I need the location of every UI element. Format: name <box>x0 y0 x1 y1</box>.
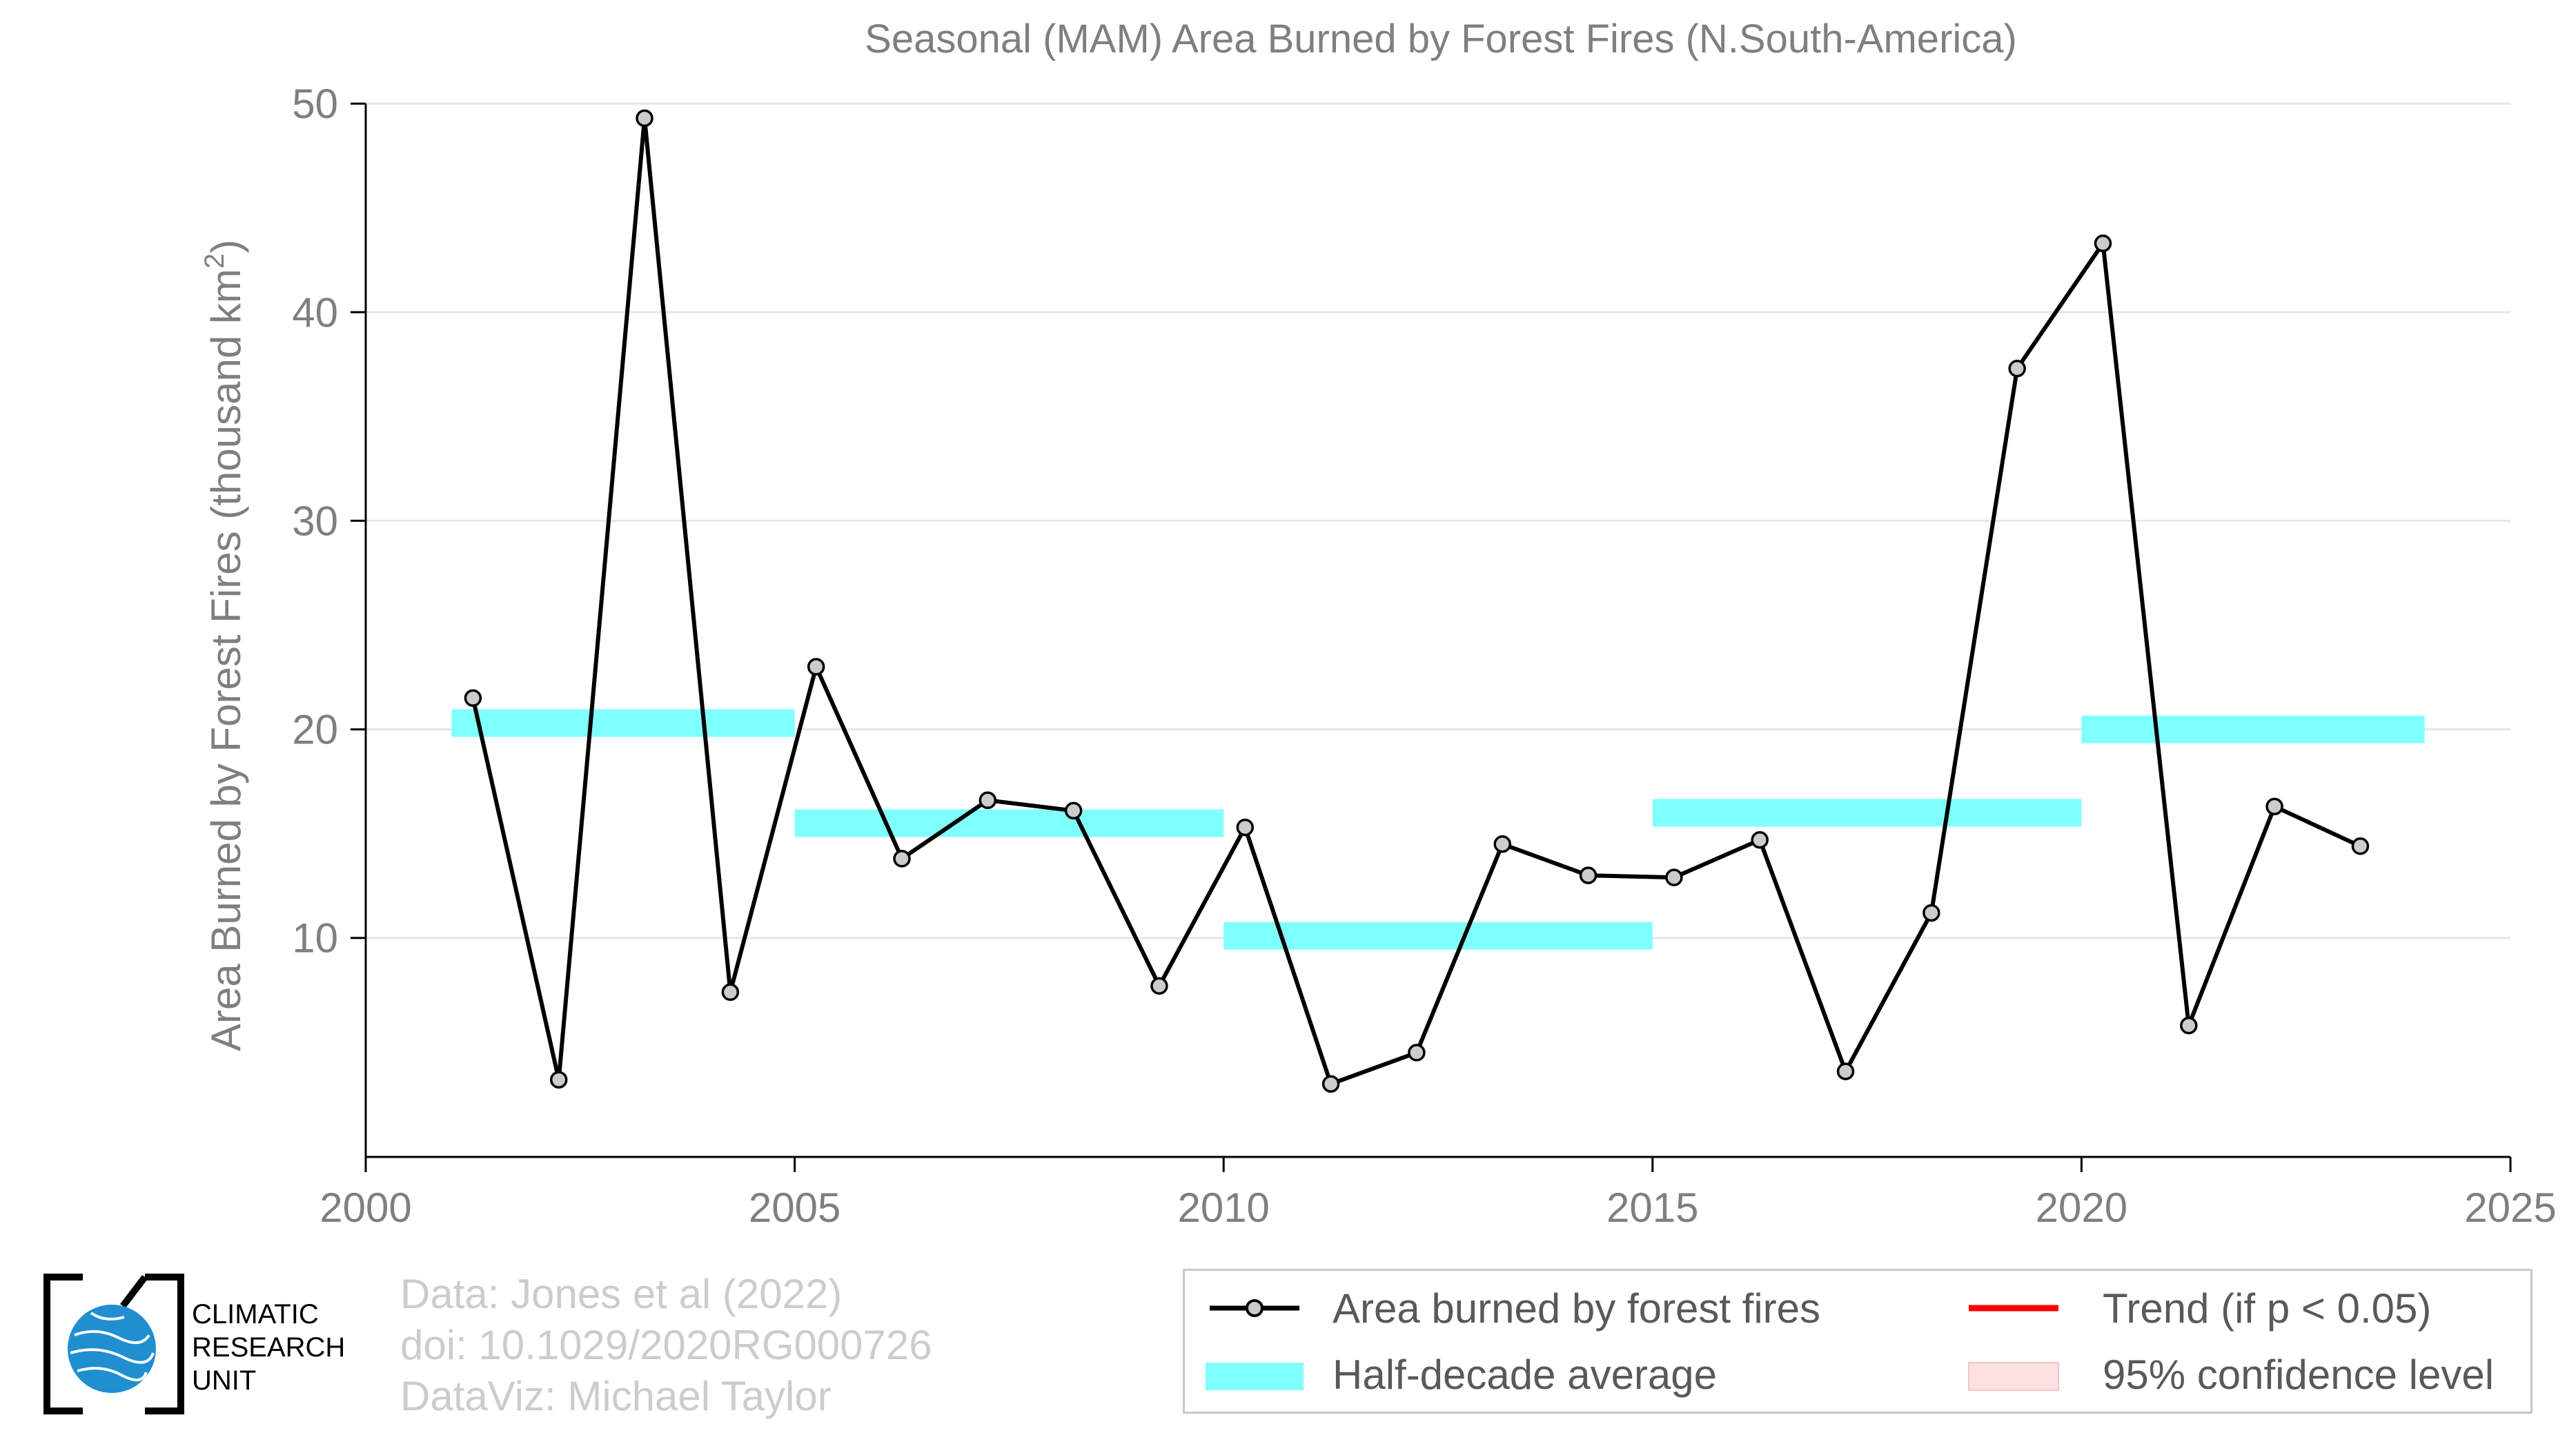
grid-lines <box>366 102 2510 939</box>
data-point-9 <box>1236 818 1255 837</box>
y-tick-label-40: 40 <box>292 289 338 335</box>
half-decade-bar-2 <box>1223 922 1653 950</box>
data-point-15 <box>1751 830 1769 849</box>
data-point-22 <box>2351 837 2370 855</box>
legend-label-trend: Trend (if p < 0.05) <box>2103 1285 2432 1332</box>
y-tick-label-20: 20 <box>292 707 338 753</box>
y-axis-label-text: Area Burned by Forest Fires (thousand km <box>203 269 249 1051</box>
data-point-0 <box>464 689 482 708</box>
half-decade-bar-0 <box>451 709 795 737</box>
legend-line-marker-icon <box>1210 1299 1299 1317</box>
globe-logo-icon <box>43 1274 184 1414</box>
logo-text: CLIMATIC RESEARCH UNIT <box>192 1298 345 1397</box>
cru-logo: CLIMATIC RESEARCH UNIT <box>41 1272 386 1416</box>
data-point-14 <box>1665 868 1683 886</box>
series-area-burned <box>464 109 2370 1093</box>
legend-trend-line-icon <box>1969 1305 2058 1312</box>
legend-label-confidence: 95% confidence level <box>2103 1352 2495 1398</box>
data-point-12 <box>1493 835 1511 853</box>
y-tick-label-10: 10 <box>292 915 338 962</box>
half-decade-average-bars <box>451 709 2425 950</box>
y-tick-label-50: 50 <box>292 81 338 127</box>
x-tick-label-2020: 2020 <box>2036 1185 2127 1231</box>
y-tick-labels: 10 20 30 40 50 <box>292 81 338 962</box>
data-point-19 <box>2094 234 2112 253</box>
data-point-3 <box>721 983 740 1002</box>
legend-half-decade-swatch-icon <box>1206 1363 1304 1390</box>
axes <box>351 102 2512 1172</box>
half-decade-bar-1 <box>794 809 1224 837</box>
data-point-6 <box>979 791 997 810</box>
logo-line-3: UNIT <box>192 1365 257 1396</box>
data-point-8 <box>1150 977 1168 995</box>
logo-line-2: RESEARCH <box>192 1332 346 1363</box>
credit-dataviz: DataViz: Michael Taylor <box>400 1373 832 1419</box>
data-point-4 <box>807 658 825 676</box>
data-point-20 <box>2180 1016 2198 1035</box>
data-point-1 <box>549 1071 568 1089</box>
data-point-11 <box>1408 1044 1426 1062</box>
y-tick-label-30: 30 <box>292 498 338 544</box>
x-tick-label-2010: 2010 <box>1177 1185 1269 1231</box>
data-point-2 <box>636 109 653 128</box>
data-point-21 <box>2265 797 2283 816</box>
x-tick-label-2025: 2025 <box>2464 1185 2556 1231</box>
x-tick-label-2000: 2000 <box>319 1185 411 1231</box>
data-point-18 <box>2008 360 2026 378</box>
data-point-17 <box>1923 904 1940 922</box>
legend-label-half-decade: Half-decade average <box>1333 1352 1718 1398</box>
legend-confidence-swatch-icon <box>1968 1362 2059 1391</box>
data-credits: Data: Jones et al (2022) doi: 10.1029/20… <box>400 1269 932 1422</box>
x-tick-label-2015: 2015 <box>1606 1185 1698 1231</box>
data-point-13 <box>1579 866 1597 884</box>
credit-doi: doi: 10.1029/2020RG000726 <box>400 1322 932 1368</box>
data-point-16 <box>1836 1062 1855 1080</box>
data-point-5 <box>893 850 911 868</box>
data-point-7 <box>1064 801 1083 820</box>
logo-line-1: CLIMATIC <box>192 1299 319 1330</box>
credit-data-source: Data: Jones et al (2022) <box>400 1271 843 1317</box>
half-decade-bar-3 <box>1652 799 2082 827</box>
data-point-10 <box>1321 1075 1340 1093</box>
y-axis-label-suffix: ) <box>203 240 249 253</box>
legend: Area burned by forest fires Trend (if p … <box>1183 1269 2533 1414</box>
y-axis-label-superscript: 2 <box>199 253 230 269</box>
x-tick-labels: 2000 2005 2010 2015 2020 2025 <box>319 1185 2556 1231</box>
y-axis-label: Area Burned by Forest Fires (thousand km… <box>199 240 249 1051</box>
legend-label-area-burned: Area burned by forest fires <box>1333 1285 1821 1332</box>
chart-title: Seasonal (MAM) Area Burned by Forest Fir… <box>865 17 2017 61</box>
half-decade-bar-4 <box>2081 715 2425 743</box>
x-tick-label-2005: 2005 <box>749 1185 840 1231</box>
